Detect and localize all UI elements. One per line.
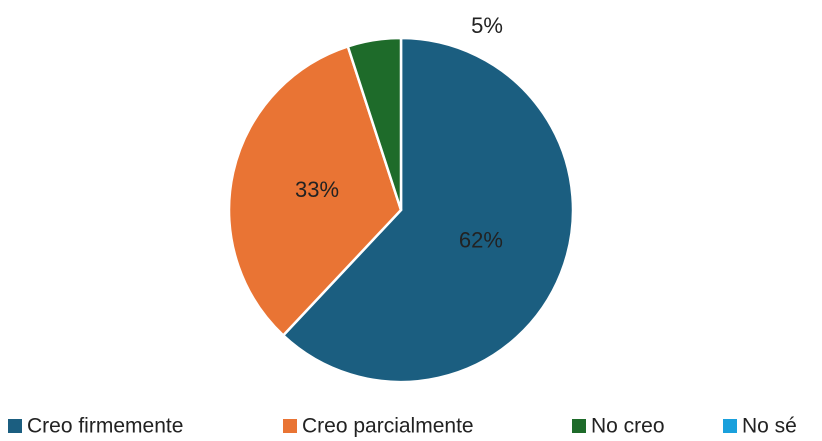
- slice-label: 62%: [459, 227, 503, 252]
- pie-slice: [346, 36, 403, 211]
- pie-slice: [281, 36, 575, 384]
- legend-label: Creo parcialmente: [302, 415, 474, 438]
- pie-slice: [227, 44, 403, 338]
- legend-swatch: [572, 419, 586, 433]
- legend-swatch: [723, 419, 737, 433]
- slice-label: 33%: [295, 177, 339, 202]
- legend-label: Creo firmemente: [27, 415, 183, 438]
- legend-label: No creo: [591, 415, 665, 438]
- legend-swatch: [283, 419, 297, 433]
- legend-label: No sé: [742, 415, 797, 438]
- slice-label: 5%: [471, 13, 503, 38]
- legend-swatch: [8, 419, 22, 433]
